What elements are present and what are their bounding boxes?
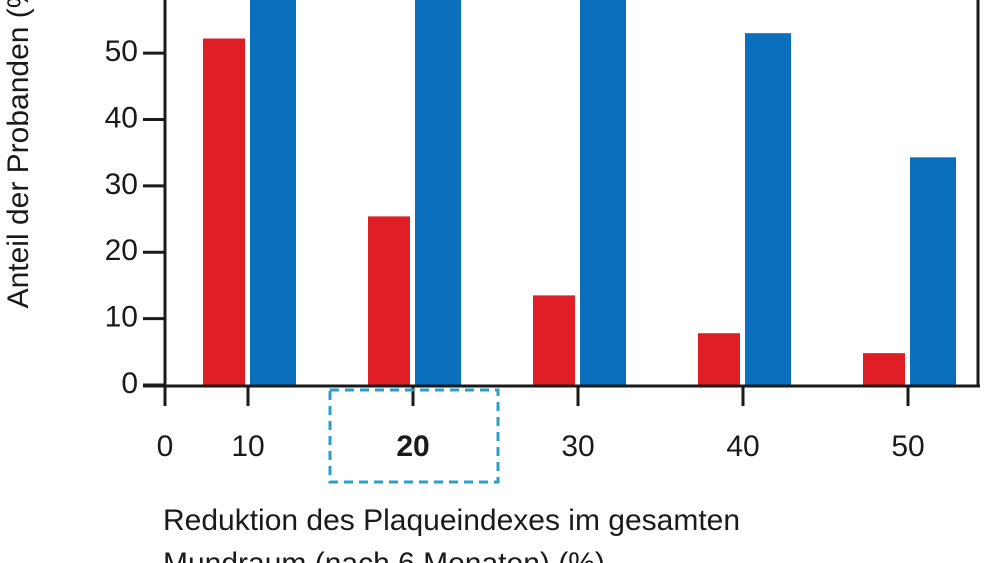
x-tick-label: 40 <box>726 430 759 463</box>
y-tick-label: 50 <box>105 35 138 68</box>
bar <box>745 33 791 385</box>
x-tick-label: 0 <box>157 430 174 463</box>
bar <box>533 295 575 385</box>
y-tick-label: 40 <box>105 101 138 134</box>
bar <box>863 353 905 385</box>
bar <box>698 333 740 385</box>
x-tick-label: 20 <box>396 430 429 463</box>
x-axis-title: Reduktion des Plaqueindexes im gesamten <box>163 504 740 537</box>
y-tick-label: 20 <box>105 234 138 267</box>
bar <box>415 0 461 385</box>
x-tick-label: 30 <box>561 430 594 463</box>
y-tick-label: 0 <box>121 367 138 400</box>
bar <box>250 0 296 385</box>
y-tick-label: 10 <box>105 301 138 334</box>
y-axis-title: Anteil der Probanden (%) <box>2 0 35 308</box>
y-tick-label: 30 <box>105 168 138 201</box>
bar <box>368 216 410 385</box>
bar <box>203 38 245 385</box>
x-tick-label: 10 <box>231 430 264 463</box>
highlight-box <box>328 388 500 484</box>
x-axis-title: Mundraum (nach 6 Monaten) (%) <box>163 547 605 563</box>
plot-area <box>203 0 956 385</box>
bar <box>910 157 956 385</box>
bar <box>580 0 626 385</box>
x-tick-label: 50 <box>891 430 924 463</box>
